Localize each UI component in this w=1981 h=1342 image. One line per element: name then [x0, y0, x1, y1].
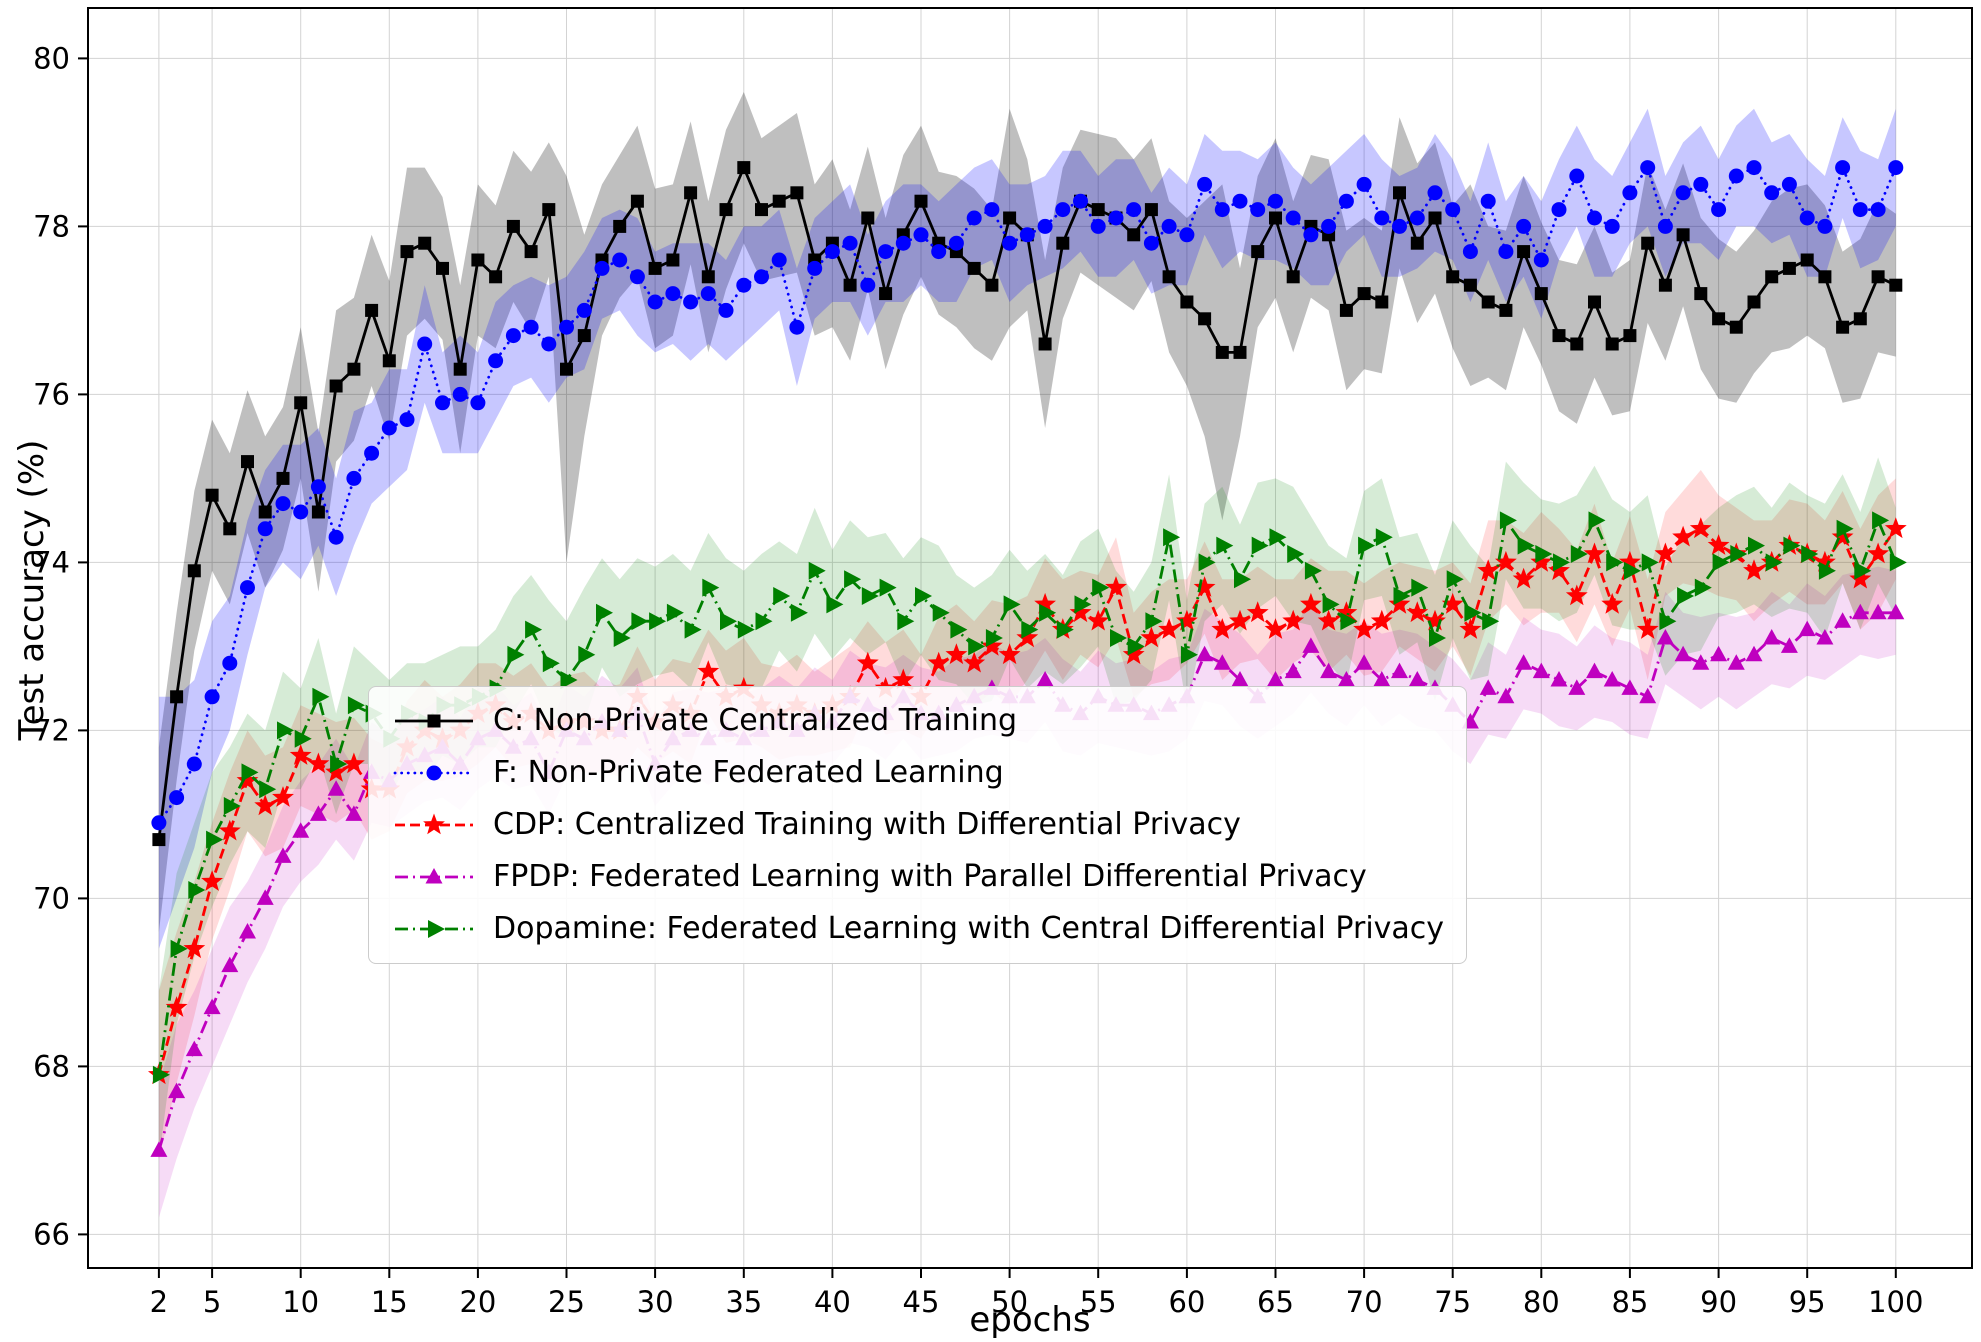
- x-axis-label: epochs: [969, 1300, 1091, 1340]
- legend-label-fpdp: FPDP: Federated Learning with Parallel D…: [493, 859, 1367, 894]
- legend-sample-dopamine: [395, 920, 473, 938]
- x-tick-label: 40: [814, 1285, 851, 1319]
- x-tick-label: 80: [1523, 1285, 1560, 1319]
- legend-sample-f: [393, 765, 475, 781]
- x-tick-label: 15: [371, 1285, 408, 1319]
- x-tick-label: 45: [903, 1285, 940, 1319]
- x-tick-label: 20: [459, 1285, 496, 1319]
- x-tick-label: 55: [1080, 1285, 1117, 1319]
- y-tick-label: 66: [33, 1217, 70, 1251]
- x-tick-label: 2: [150, 1285, 168, 1319]
- legend: C: Non-Private Centralized Training F: N…: [368, 686, 1468, 964]
- y-tick-label: 70: [33, 881, 70, 915]
- band-f: [158, 108, 1896, 949]
- x-tick-label: 25: [548, 1285, 585, 1319]
- x-tick-label: 50: [991, 1285, 1028, 1319]
- y-tick-label: 76: [33, 377, 70, 411]
- y-tick-label: 68: [33, 1049, 70, 1083]
- legend-sample-c: [395, 714, 473, 728]
- x-tick-label: 5: [203, 1285, 221, 1319]
- x-tick-label: 10: [282, 1285, 319, 1319]
- x-tick-label: 30: [637, 1285, 674, 1319]
- y-tick-label: 74: [33, 545, 70, 579]
- legend-label-f: F: Non-Private Federated Learning: [493, 755, 1004, 790]
- legend-item-f: F: Non-Private Federated Learning: [391, 755, 1444, 791]
- x-tick-label: 90: [1700, 1285, 1737, 1319]
- x-tick-label: 35: [725, 1285, 762, 1319]
- x-tick-label: 60: [1168, 1285, 1205, 1319]
- legend-item-c: C: Non-Private Centralized Training: [391, 703, 1444, 739]
- legend-sample-cdp: [395, 813, 473, 835]
- legend-label-cdp: CDP: Centralized Training with Different…: [493, 807, 1241, 842]
- x-tick-label: 75: [1434, 1285, 1471, 1319]
- y-tick-label: 78: [33, 209, 70, 243]
- legend-item-dopamine: Dopamine: Federated Learning with Centra…: [391, 911, 1444, 947]
- series-f: [151, 160, 1904, 831]
- legend-label-dopamine: Dopamine: Federated Learning with Centra…: [493, 911, 1445, 946]
- legend-label-c: C: Non-Private Centralized Training: [493, 703, 1018, 738]
- band-cdp: [158, 470, 1896, 1159]
- x-tick-label: 95: [1789, 1285, 1826, 1319]
- axes: 2 5 10 15 20 25 30 35 40 45 50 55 60 65 70 75 80 85 90 95 10…: [33, 7, 1973, 1319]
- x-tick-label: 85: [1611, 1285, 1648, 1319]
- y-tick-label: 80: [33, 41, 70, 75]
- legend-item-cdp: CDP: Centralized Training with Different…: [391, 807, 1444, 843]
- legend-item-fpdp: FPDP: Federated Learning with Parallel D…: [391, 859, 1444, 895]
- x-tick-label: 70: [1346, 1285, 1383, 1319]
- band-dopamine: [158, 457, 1896, 1159]
- x-tick-label: 65: [1257, 1285, 1294, 1319]
- y-tick-label: 72: [33, 713, 70, 747]
- legend-sample-fpdp: [395, 868, 473, 884]
- confidence-bands: [158, 92, 1896, 1218]
- y-axis-label: Test accuracy (%): [12, 439, 52, 741]
- x-tick-label: 100: [1868, 1285, 1923, 1319]
- gridlines: [88, 8, 1972, 1268]
